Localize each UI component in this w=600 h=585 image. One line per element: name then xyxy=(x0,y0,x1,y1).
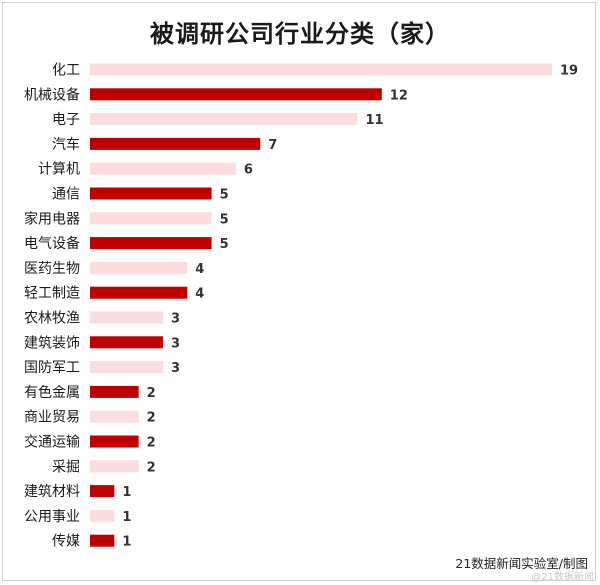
data-label: 1 xyxy=(122,510,131,525)
bar xyxy=(90,361,163,374)
category-label: 轻工制造 xyxy=(24,286,80,302)
bar xyxy=(90,88,382,101)
data-label: 3 xyxy=(171,312,180,327)
category-label: 化工 xyxy=(52,63,80,79)
category-label: 国防军工 xyxy=(24,360,80,376)
category-label: 建筑装饰 xyxy=(24,335,80,351)
bar xyxy=(90,212,212,225)
data-label: 5 xyxy=(220,212,229,227)
bar xyxy=(90,460,139,473)
watermark: @21数据新闻 xyxy=(531,572,594,583)
bar xyxy=(90,237,212,250)
bar xyxy=(90,336,163,349)
chart-frame xyxy=(2,2,596,581)
data-label: 19 xyxy=(560,64,578,79)
bar xyxy=(90,410,139,423)
category-label: 商业贸易 xyxy=(24,410,80,426)
category-label: 有色金属 xyxy=(24,384,80,401)
source-note: 21数据新闻实验室/制图 xyxy=(455,556,588,571)
data-label: 3 xyxy=(171,361,180,376)
data-label: 4 xyxy=(195,287,204,302)
data-label: 11 xyxy=(365,113,383,128)
bar xyxy=(90,162,236,175)
category-label: 公用事业 xyxy=(24,509,80,525)
data-label: 5 xyxy=(220,237,229,252)
category-label: 农林牧渔 xyxy=(24,311,80,327)
data-label: 4 xyxy=(195,262,204,277)
bar xyxy=(90,311,163,324)
data-label: 12 xyxy=(390,88,408,103)
category-label: 计算机 xyxy=(38,162,80,178)
bar xyxy=(90,435,139,448)
category-label: 采掘 xyxy=(52,459,80,475)
category-label: 医药生物 xyxy=(24,261,80,277)
data-label: 2 xyxy=(147,436,156,451)
category-label: 传媒 xyxy=(52,534,80,550)
data-label: 2 xyxy=(147,386,156,401)
category-label: 交通运输 xyxy=(24,434,80,451)
data-label: 6 xyxy=(244,163,253,178)
category-label: 汽车 xyxy=(52,136,80,153)
chart-title: 被调研公司行业分类（家） xyxy=(150,20,450,48)
bar xyxy=(90,485,115,498)
category-label: 电气设备 xyxy=(24,235,80,252)
bar xyxy=(90,63,552,76)
category-label: 建筑材料 xyxy=(24,484,80,500)
bar xyxy=(90,261,188,274)
bar xyxy=(90,385,139,398)
category-label: 机械设备 xyxy=(24,86,80,103)
bar xyxy=(90,137,261,150)
bar xyxy=(90,534,115,547)
category-label: 通信 xyxy=(52,187,80,203)
data-label: 1 xyxy=(122,485,131,500)
category-label: 电子 xyxy=(52,112,80,128)
bar xyxy=(90,286,188,299)
category-label: 家用电器 xyxy=(24,210,80,227)
data-label: 7 xyxy=(268,138,277,153)
bar xyxy=(90,509,115,522)
data-label: 3 xyxy=(171,336,180,351)
data-label: 2 xyxy=(147,460,156,475)
data-label: 2 xyxy=(147,411,156,426)
data-label: 1 xyxy=(122,535,131,550)
data-label: 5 xyxy=(220,188,229,203)
bar xyxy=(90,113,358,126)
bar xyxy=(90,187,212,200)
